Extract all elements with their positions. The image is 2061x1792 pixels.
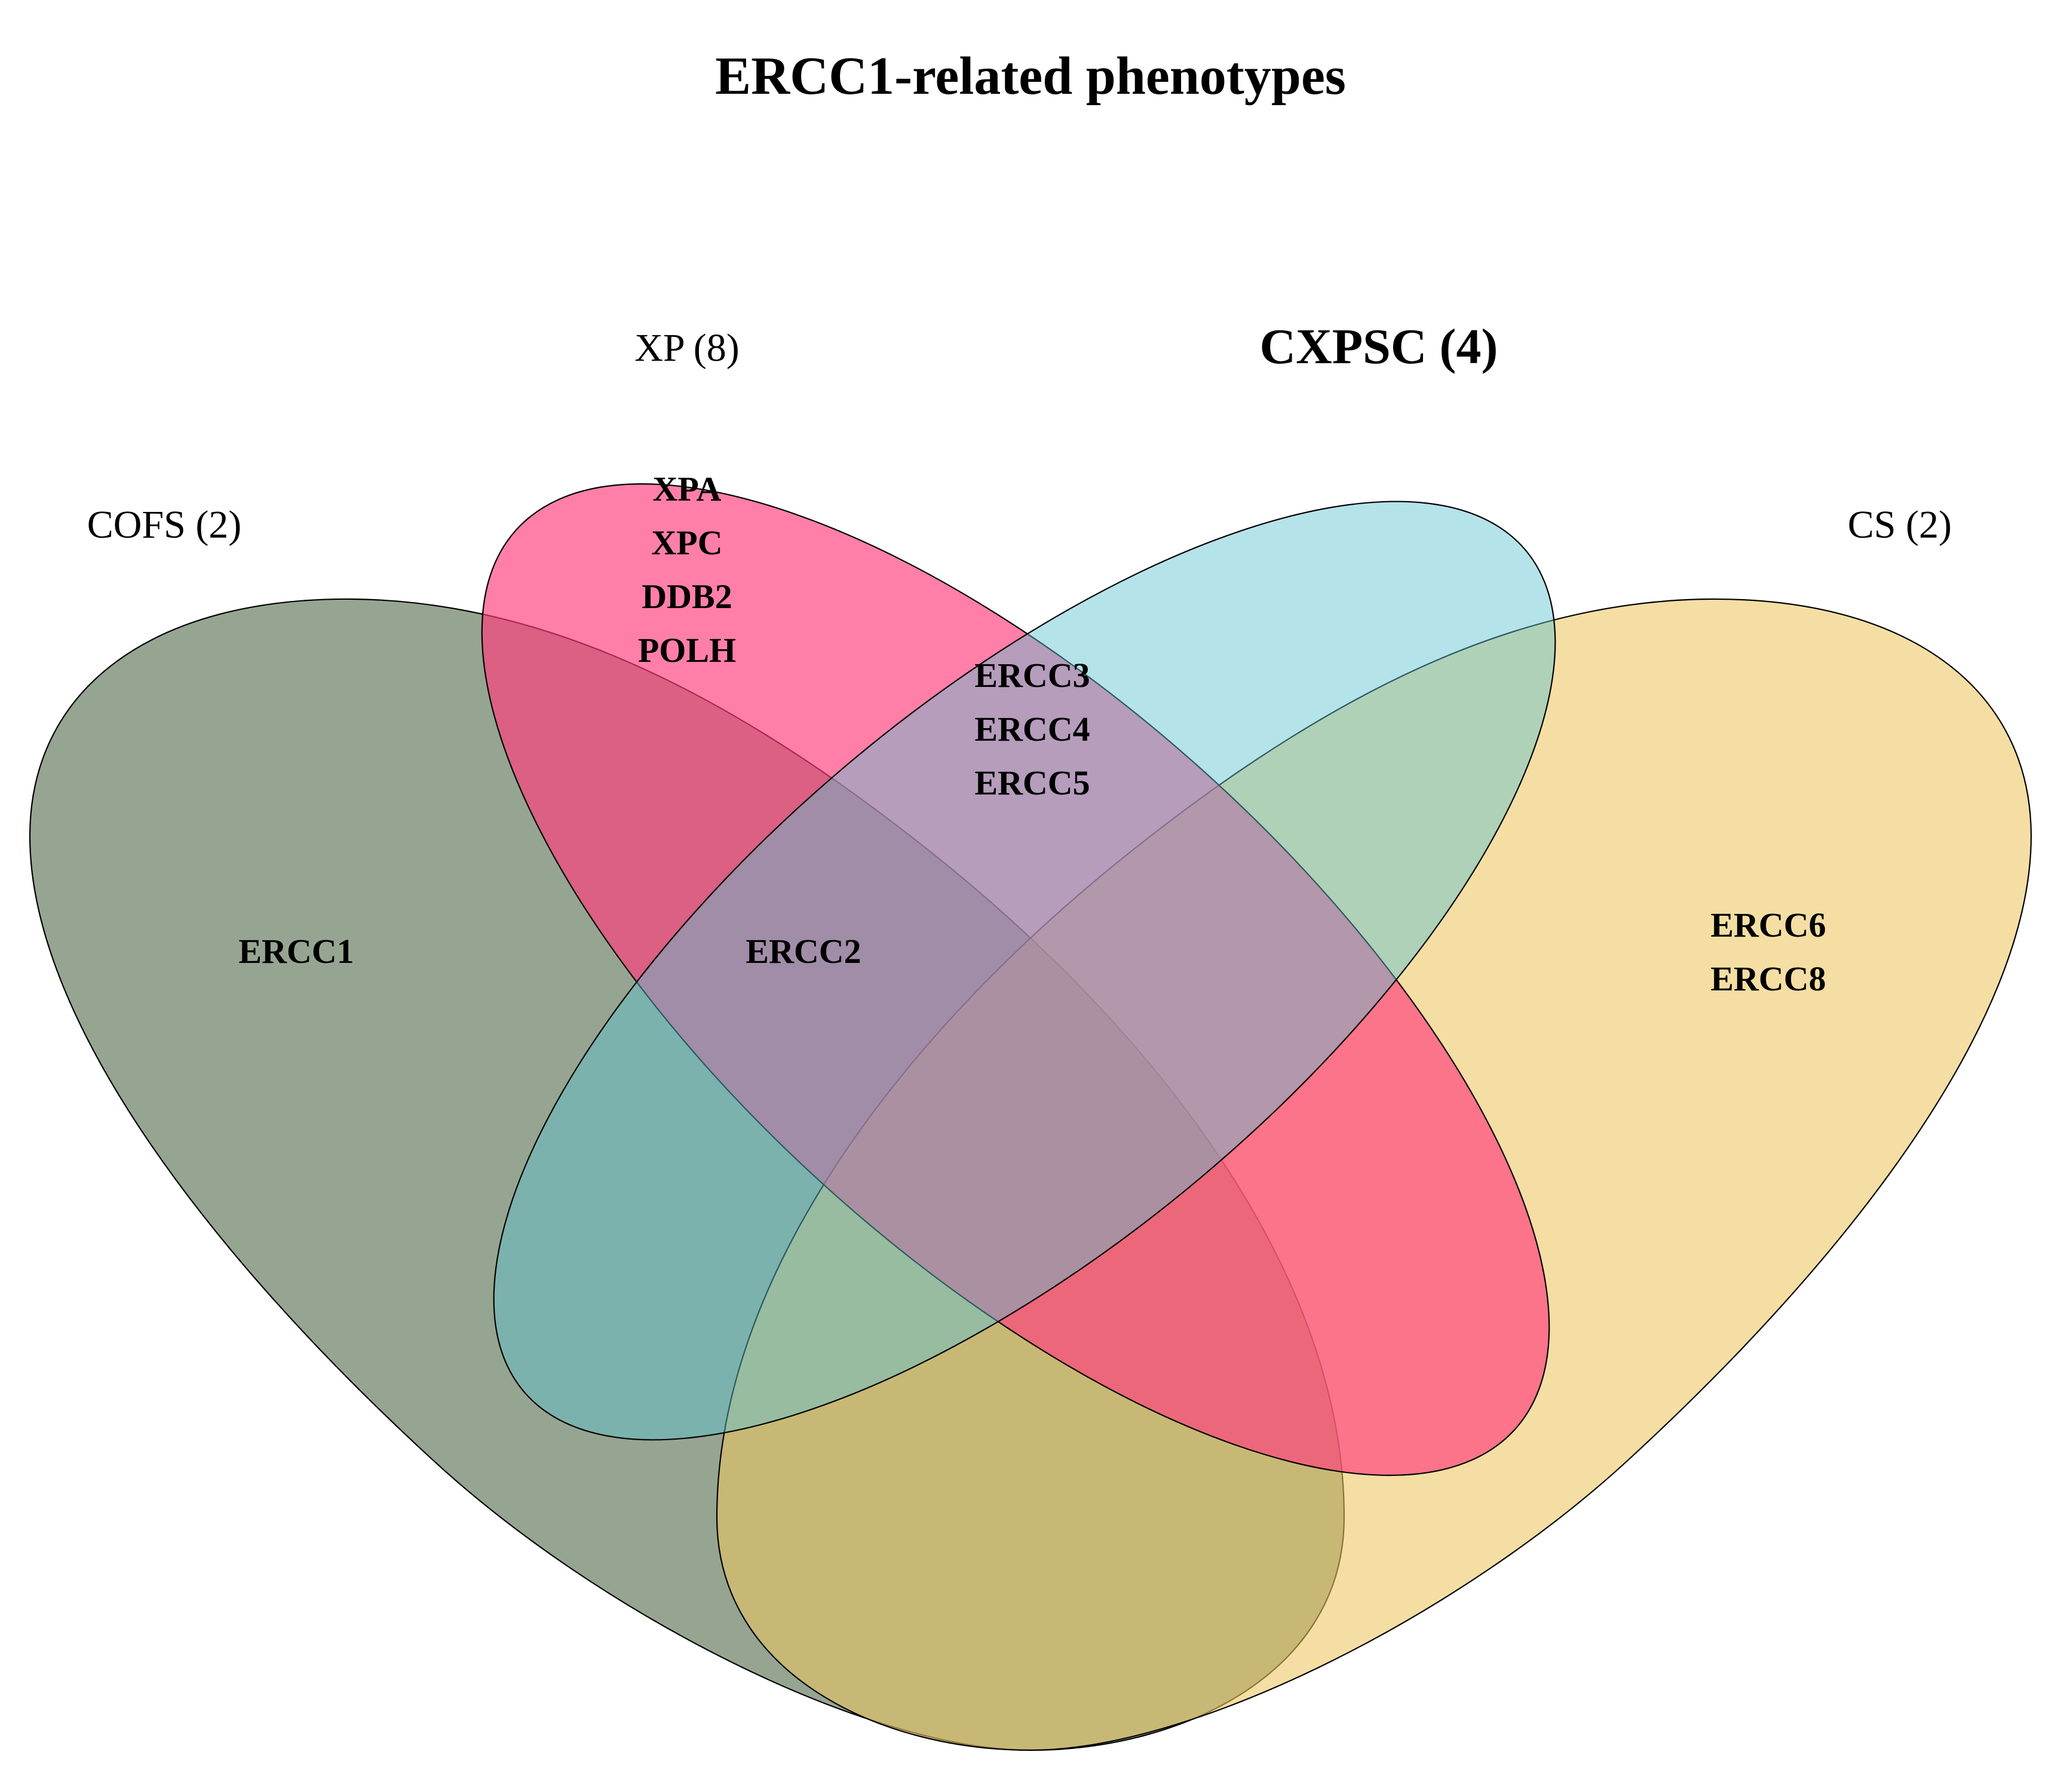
gene-label: ERCC6 <box>1710 906 1826 944</box>
gene-label: ERCC8 <box>1710 959 1826 998</box>
region-gene-lists: ERCC1 XPA XPC DDB2 POLH ERCC3 ERCC4 ERCC… <box>238 470 1826 998</box>
diagram-title: ERCC1-related phenotypes <box>715 47 1346 106</box>
set-labels: COFS (2) XP (8) CXPSC (4) CS (2) <box>87 319 1952 547</box>
gene-label: ERCC5 <box>974 763 1090 802</box>
region-cofs-xp-cxpsc: ERCC2 <box>746 932 861 971</box>
gene-label: ERCC4 <box>974 710 1090 748</box>
set-label-cofs: COFS (2) <box>87 503 242 547</box>
set-label-xp: XP (8) <box>634 326 739 370</box>
gene-label: ERCC2 <box>746 932 861 971</box>
region-cs-only: ERCC6 ERCC8 <box>1710 906 1826 998</box>
region-cofs-only: ERCC1 <box>238 932 354 971</box>
gene-label: POLH <box>638 631 736 670</box>
set-cxpsc-shape <box>493 501 1556 1441</box>
set-xp-shape <box>481 483 1550 1476</box>
set-shapes <box>29 483 2032 1751</box>
region-xp-cxpsc: ERCC3 ERCC4 ERCC5 <box>974 656 1090 802</box>
gene-label: ERCC1 <box>238 932 354 971</box>
gene-label: ERCC3 <box>974 656 1090 695</box>
gene-label: XPA <box>653 470 722 508</box>
region-xp-only: XPA XPC DDB2 POLH <box>638 470 736 670</box>
gene-label: DDB2 <box>642 577 732 616</box>
set-label-cxpsc: CXPSC (4) <box>1260 319 1498 375</box>
set-label-cs: CS (2) <box>1848 503 1952 547</box>
gene-label: XPC <box>651 523 722 562</box>
